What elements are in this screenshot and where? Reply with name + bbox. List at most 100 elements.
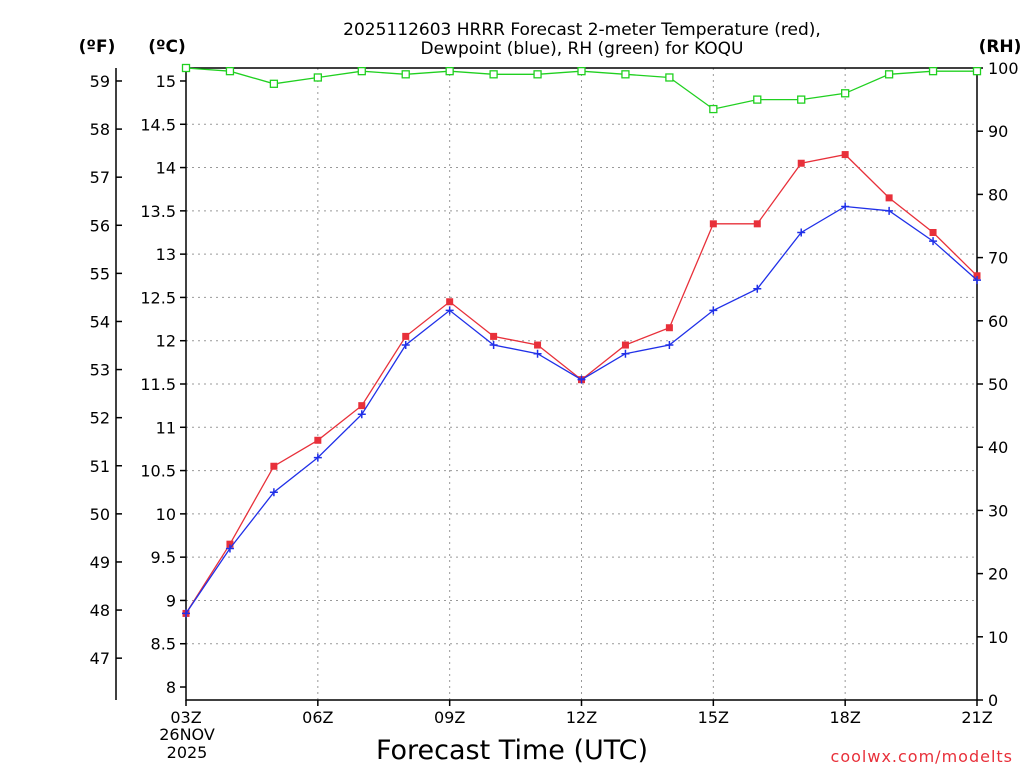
temperature-point — [973, 272, 981, 280]
dewpoint-point — [709, 306, 718, 315]
dewpoint-point — [621, 349, 630, 358]
rh-point — [181, 63, 191, 73]
rh-point — [928, 67, 938, 76]
dewpoint-point — [841, 202, 850, 211]
dewpoint-point — [313, 453, 322, 462]
rh-tick-label: 60 — [988, 312, 1008, 331]
temperature-point — [358, 402, 366, 410]
dewpoint-point — [753, 284, 762, 293]
x-tick-label: 09Z — [434, 708, 465, 727]
rh-unit-label: (RH) — [979, 37, 1022, 57]
fahrenheit-tick-label: 58 — [90, 120, 110, 139]
dewpoint-point — [182, 609, 190, 618]
x-tick-label: 03Z — [170, 708, 201, 727]
fahrenheit-tick-label: 47 — [90, 649, 110, 668]
celsius-tick-label: 12.5 — [140, 288, 176, 307]
dewpoint-point — [225, 544, 234, 553]
dewpoint-point — [269, 488, 278, 497]
temperature-point — [621, 341, 629, 349]
celsius-tick-label: 13 — [156, 245, 176, 264]
temperature-point — [753, 220, 761, 228]
fahrenheit-axis: 47 48 49 50 51 52 53 54 55 56 57 58 59 — [90, 72, 122, 668]
temperature-point — [490, 332, 498, 340]
celsius-tick-label: 10 — [156, 505, 176, 524]
rh-tick-label: 30 — [988, 501, 1008, 520]
temperature-point — [314, 436, 322, 444]
dewpoint-point — [357, 410, 366, 419]
temperature-point — [446, 298, 454, 306]
chart-title-line1: 2025112603 HRRR Forecast 2-meter Tempera… — [343, 20, 821, 40]
rh-point — [489, 70, 498, 79]
temperature-point — [797, 159, 805, 167]
rh-point — [313, 73, 322, 82]
dewpoint-point — [577, 375, 586, 384]
rh-tick-label: 20 — [988, 565, 1008, 584]
celsius-tick-label: 14.5 — [140, 115, 176, 134]
temperature-point — [841, 151, 849, 159]
celsius-tick-label: 11.5 — [140, 375, 176, 394]
celsius-axis: 8 8.5 9 9.5 10 10.5 11 11.5 12 12.5 13 13.5 14 14.5 15 — [140, 72, 186, 697]
fahrenheit-tick-label: 53 — [90, 361, 110, 380]
x-tick-label: 21Z — [961, 708, 992, 727]
rh-point — [841, 89, 850, 98]
dewpoint-point — [489, 341, 498, 350]
celsius-tick-label: 11 — [156, 418, 176, 437]
temperature-point — [534, 341, 542, 349]
rh-point — [225, 67, 235, 76]
dewpoint-point — [533, 349, 542, 358]
rh-tick-label: 50 — [988, 375, 1008, 394]
temperature-point — [270, 462, 278, 470]
celsius-tick-label: 9 — [166, 591, 176, 610]
celsius-tick-label: 8.5 — [151, 635, 176, 654]
celsius-tick-label: 13.5 — [140, 202, 176, 221]
rh-tick-label: 80 — [988, 185, 1008, 204]
temperature-point — [709, 220, 717, 228]
fahrenheit-tick-label: 55 — [90, 264, 110, 283]
rh-tick-label: 10 — [988, 628, 1008, 647]
rh-point — [577, 67, 586, 76]
rh-tick-label: 100 — [988, 59, 1019, 78]
dewpoint-point — [885, 206, 894, 215]
celsius-tick-label: 9.5 — [151, 548, 176, 567]
rh-point — [972, 67, 982, 76]
rh-point — [621, 70, 630, 79]
temperature-point — [402, 332, 410, 340]
celsius-tick-label: 15 — [156, 72, 176, 91]
rh-point — [401, 70, 410, 79]
data-series — [181, 63, 982, 618]
rh-point — [533, 70, 542, 79]
temperature-point — [226, 540, 234, 548]
fahrenheit-tick-label: 52 — [90, 409, 110, 428]
rh-point — [357, 67, 366, 76]
rh-point — [884, 70, 894, 79]
x-axis: 03Z 06Z 09Z 12Z 15Z 18Z 21Z — [170, 700, 993, 727]
fahrenheit-tick-label: 50 — [90, 505, 110, 524]
rh-point — [797, 95, 806, 104]
date-label-year: 2025 — [167, 743, 208, 762]
site-credit: coolwx.com/modelts — [831, 747, 1013, 766]
rh-tick-label: 90 — [988, 122, 1008, 141]
rh-tick-label: 70 — [988, 249, 1008, 268]
dewpoint-point — [445, 306, 454, 315]
rh-tick-label: 40 — [988, 438, 1008, 457]
temperature-point — [665, 324, 673, 332]
dewpoint-point — [973, 276, 981, 285]
rh-axis: 0 10 20 30 40 50 60 70 80 90 100 — [977, 59, 1019, 710]
fahrenheit-tick-label: 51 — [90, 457, 110, 476]
x-tick-label: 15Z — [698, 708, 729, 727]
fahrenheit-tick-label: 54 — [90, 312, 110, 331]
celsius-tick-label: 12 — [156, 332, 176, 351]
temperature-point — [929, 228, 937, 236]
rh-point — [269, 79, 279, 88]
fahrenheit-tick-label: 59 — [90, 72, 110, 91]
fahrenheit-tick-label: 49 — [90, 553, 110, 572]
dewpoint-point — [665, 341, 674, 350]
dewpoint-point — [797, 228, 806, 237]
rh-point — [753, 95, 762, 104]
chart-title-line2: Dewpoint (blue), RH (green) for KOQU — [421, 39, 744, 59]
fahrenheit-unit-label: (ºF) — [79, 37, 116, 57]
date-label-day: 26NOV — [159, 725, 215, 744]
dewpoint-point — [929, 237, 938, 246]
x-tick-label: 18Z — [830, 708, 861, 727]
